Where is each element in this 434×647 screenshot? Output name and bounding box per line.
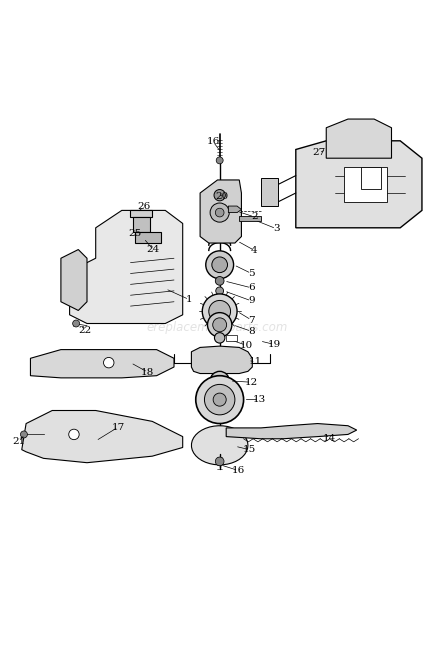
Text: 6: 6 (247, 283, 254, 292)
Text: 16: 16 (206, 137, 219, 146)
Circle shape (215, 287, 223, 295)
Bar (360, 167, 380, 189)
Text: 14: 14 (322, 434, 335, 443)
Text: 4: 4 (250, 246, 257, 255)
Text: 1: 1 (185, 295, 192, 304)
Circle shape (205, 251, 233, 279)
Text: 3: 3 (272, 224, 279, 233)
Text: 22: 22 (78, 326, 91, 335)
Bar (260, 178, 278, 206)
Polygon shape (200, 180, 241, 243)
Polygon shape (69, 210, 182, 324)
Text: 11: 11 (249, 357, 262, 366)
Text: 13: 13 (252, 395, 265, 404)
Text: 10: 10 (239, 341, 252, 350)
Polygon shape (295, 141, 421, 228)
Text: 5: 5 (247, 269, 254, 278)
Polygon shape (191, 426, 247, 465)
Text: 26: 26 (137, 203, 150, 212)
Circle shape (215, 208, 224, 217)
Polygon shape (30, 349, 174, 378)
Circle shape (216, 157, 223, 164)
Circle shape (214, 333, 224, 343)
Polygon shape (61, 250, 87, 311)
Polygon shape (228, 206, 241, 213)
Circle shape (215, 457, 224, 466)
Circle shape (210, 203, 229, 222)
Text: 12: 12 (244, 378, 257, 387)
Circle shape (214, 190, 225, 201)
Polygon shape (326, 119, 391, 159)
Text: 8: 8 (247, 327, 254, 336)
Bar (343, 167, 386, 202)
Polygon shape (135, 232, 161, 243)
Circle shape (202, 294, 237, 329)
Circle shape (213, 393, 226, 406)
Circle shape (215, 276, 224, 285)
Text: 27: 27 (312, 148, 325, 157)
Circle shape (204, 384, 234, 415)
Circle shape (69, 429, 79, 440)
Polygon shape (22, 410, 182, 463)
Text: ereplacementparts.com: ereplacementparts.com (146, 322, 288, 334)
Circle shape (214, 376, 224, 386)
Polygon shape (191, 346, 252, 373)
Text: 15: 15 (242, 445, 255, 454)
Text: 18: 18 (141, 367, 154, 377)
Text: 7: 7 (247, 316, 254, 325)
Text: 21: 21 (12, 437, 25, 446)
Text: 17: 17 (112, 422, 125, 432)
Circle shape (103, 357, 114, 368)
Text: 24: 24 (146, 245, 159, 254)
Circle shape (211, 257, 227, 272)
Circle shape (195, 376, 243, 424)
Text: 19: 19 (267, 340, 280, 349)
Circle shape (212, 318, 226, 332)
Circle shape (208, 300, 230, 322)
Text: 16: 16 (231, 466, 244, 475)
Circle shape (207, 313, 231, 337)
Circle shape (20, 431, 27, 438)
Polygon shape (239, 215, 260, 221)
Polygon shape (132, 217, 150, 232)
Text: 25: 25 (128, 228, 141, 237)
Bar (226, 334, 237, 341)
Circle shape (72, 320, 79, 327)
Text: 20: 20 (215, 192, 228, 201)
Polygon shape (130, 210, 152, 217)
Text: 9: 9 (247, 296, 254, 305)
Polygon shape (226, 424, 356, 439)
Text: 2: 2 (250, 212, 257, 221)
Circle shape (210, 371, 229, 391)
